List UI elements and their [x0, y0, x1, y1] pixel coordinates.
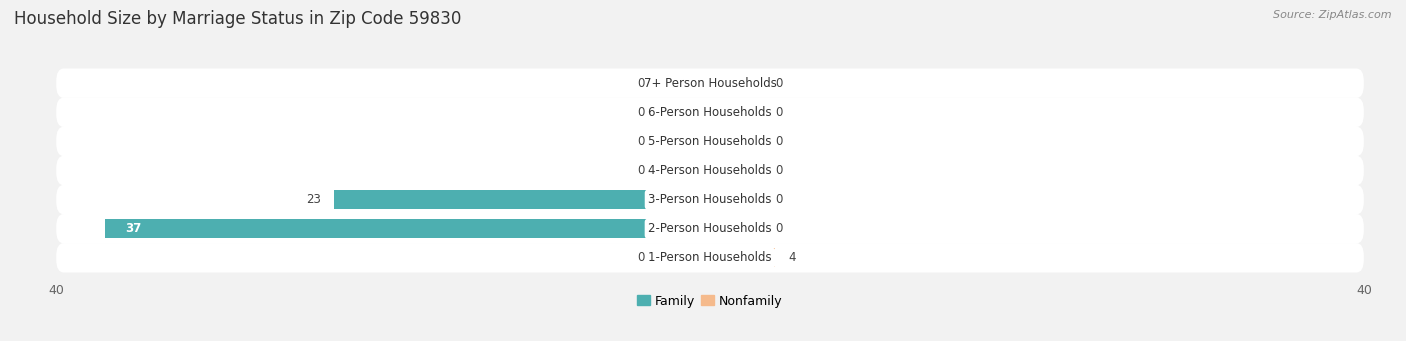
Text: 0: 0: [776, 135, 783, 148]
FancyBboxPatch shape: [56, 98, 1364, 127]
FancyBboxPatch shape: [56, 127, 1364, 156]
Bar: [710, 132, 768, 151]
Bar: [652, 74, 710, 93]
Text: 0: 0: [776, 193, 783, 206]
Bar: [710, 190, 768, 209]
Text: 37: 37: [125, 222, 141, 235]
Text: 0: 0: [637, 135, 644, 148]
Text: 4: 4: [789, 251, 796, 264]
Bar: [652, 161, 710, 180]
Legend: Family, Nonfamily: Family, Nonfamily: [633, 290, 787, 313]
Text: 7+ Person Households: 7+ Person Households: [644, 77, 776, 90]
Bar: [710, 248, 776, 267]
Bar: [652, 103, 710, 122]
Text: 0: 0: [776, 77, 783, 90]
Text: Household Size by Marriage Status in Zip Code 59830: Household Size by Marriage Status in Zip…: [14, 10, 461, 28]
Bar: [710, 74, 768, 93]
Text: Source: ZipAtlas.com: Source: ZipAtlas.com: [1274, 10, 1392, 20]
FancyBboxPatch shape: [56, 185, 1364, 214]
Text: 3-Person Households: 3-Person Households: [648, 193, 772, 206]
Text: 0: 0: [776, 106, 783, 119]
Text: 0: 0: [637, 106, 644, 119]
Text: 4-Person Households: 4-Person Households: [648, 164, 772, 177]
Bar: [335, 190, 710, 209]
Text: 23: 23: [307, 193, 321, 206]
Bar: [652, 132, 710, 151]
Bar: [652, 248, 710, 267]
FancyBboxPatch shape: [56, 156, 1364, 185]
FancyBboxPatch shape: [56, 69, 1364, 98]
Bar: [105, 219, 710, 238]
Text: 1-Person Households: 1-Person Households: [648, 251, 772, 264]
Text: 0: 0: [776, 222, 783, 235]
Text: 0: 0: [637, 77, 644, 90]
Bar: [710, 103, 768, 122]
Text: 0: 0: [637, 164, 644, 177]
Text: 0: 0: [776, 164, 783, 177]
Text: 0: 0: [637, 251, 644, 264]
Bar: [710, 219, 768, 238]
FancyBboxPatch shape: [56, 243, 1364, 272]
Text: 2-Person Households: 2-Person Households: [648, 222, 772, 235]
Text: 6-Person Households: 6-Person Households: [648, 106, 772, 119]
FancyBboxPatch shape: [56, 214, 1364, 243]
Bar: [710, 161, 768, 180]
Text: 5-Person Households: 5-Person Households: [648, 135, 772, 148]
